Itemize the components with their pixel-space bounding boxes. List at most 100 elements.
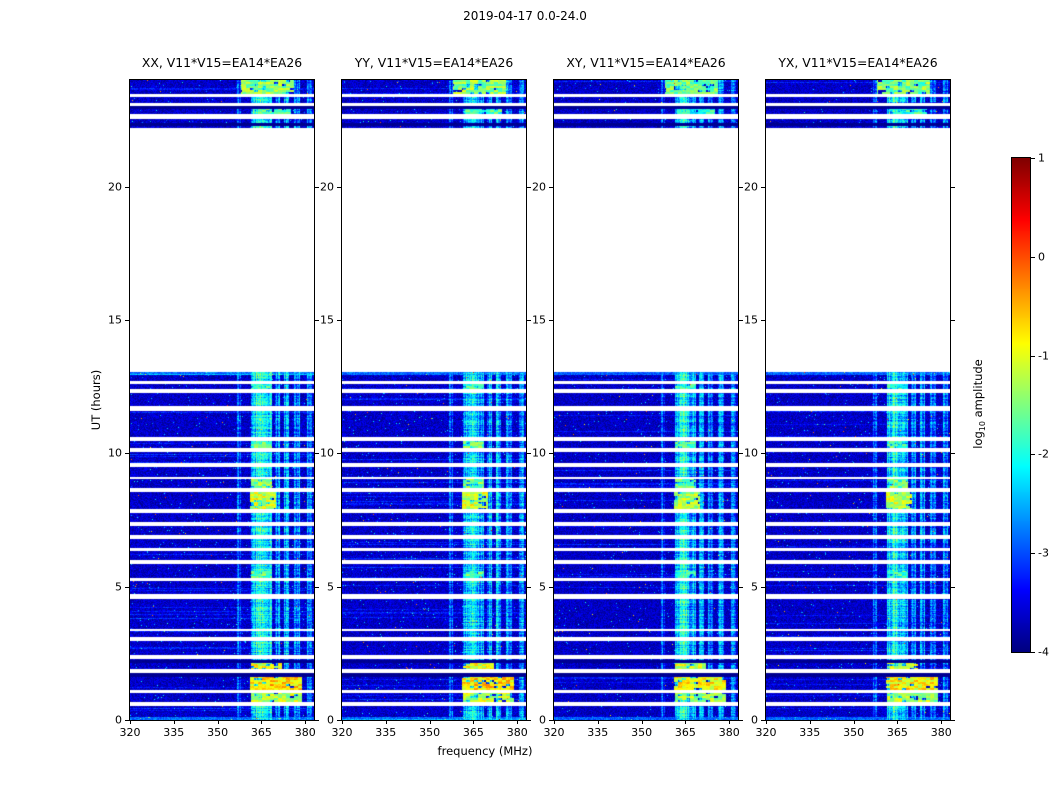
x-tick-label: 320: [119, 726, 141, 739]
x-tick-label: 380: [930, 726, 952, 739]
y-tick-label: 15: [744, 313, 758, 327]
x-tick-label: 320: [755, 726, 777, 739]
y-tick-label: 0: [115, 713, 122, 727]
y-tick: [337, 586, 341, 588]
y-tick: [739, 586, 743, 588]
colorbar-tick: [1031, 158, 1035, 159]
y-tick: [549, 186, 553, 188]
x-tick: [641, 720, 643, 724]
y-tick: [739, 186, 743, 188]
colorbar-tick: [1031, 454, 1035, 456]
y-tick: [549, 320, 553, 321]
y-tick: [125, 720, 129, 721]
x-tick-label: 335: [375, 726, 397, 739]
colorbar-tick-label: 0: [1038, 250, 1045, 264]
y-axis-label: UT (hours): [89, 369, 103, 431]
y-tick: [951, 320, 955, 321]
y-tick: [549, 586, 553, 588]
y-tick: [527, 586, 531, 588]
y-tick: [527, 720, 531, 721]
x-tick: [554, 720, 555, 724]
colorbar-frame: [1011, 157, 1031, 653]
x-tick: [941, 720, 943, 724]
y-tick-label: 15: [108, 313, 122, 327]
y-tick: [337, 453, 341, 455]
y-tick: [761, 320, 765, 321]
y-tick-label: 20: [744, 180, 758, 194]
x-tick: [342, 720, 343, 724]
y-tick: [549, 720, 553, 721]
colorbar-tick: [1031, 652, 1035, 653]
y-tick-label: 10: [108, 446, 122, 460]
y-tick-label: 10: [744, 446, 758, 460]
y-tick: [125, 453, 129, 455]
y-tick-label: 10: [320, 446, 334, 460]
y-tick-label: 15: [320, 313, 334, 327]
x-tick: [853, 720, 855, 724]
x-tick-label: 380: [718, 726, 740, 739]
y-tick: [761, 453, 765, 455]
y-tick: [951, 720, 955, 721]
y-tick-label: 5: [539, 580, 546, 594]
panel-frame: [765, 79, 951, 721]
y-tick: [739, 320, 743, 321]
figure-title: 2019-04-17 0.0-24.0: [463, 9, 587, 23]
y-tick: [527, 453, 531, 455]
x-axis-label: frequency (MHz): [437, 744, 533, 758]
x-tick-label: 365: [462, 726, 484, 739]
colorbar-label: log10 amplitude: [971, 359, 987, 449]
y-tick: [761, 186, 765, 188]
y-tick: [527, 186, 531, 188]
x-tick-label: 320: [543, 726, 565, 739]
x-tick: [597, 720, 599, 724]
panel-frame: [129, 79, 315, 721]
x-tick: [305, 720, 307, 724]
x-tick-label: 350: [843, 726, 865, 739]
y-tick: [125, 320, 129, 321]
y-tick-label: 5: [327, 580, 334, 594]
y-tick: [337, 720, 341, 721]
x-tick-label: 335: [587, 726, 609, 739]
x-tick-label: 380: [506, 726, 528, 739]
spectrogram-panel-yx: [766, 80, 950, 720]
y-tick-label: 15: [532, 313, 546, 327]
x-tick: [729, 720, 731, 724]
panel-title: YY, V11*V15=EA14*EA26: [354, 55, 514, 70]
x-tick: [130, 720, 131, 724]
x-tick-label: 350: [631, 726, 653, 739]
y-tick-label: 5: [751, 580, 758, 594]
panel-title: YX, V11*V15=EA14*EA26: [778, 55, 938, 70]
y-tick: [951, 586, 955, 588]
panel-frame: [341, 79, 527, 721]
colorbar: [1012, 158, 1030, 652]
spectrogram-panel-yy: [342, 80, 526, 720]
y-tick-label: 0: [327, 713, 334, 727]
y-tick-label: 20: [532, 180, 546, 194]
y-tick: [951, 453, 955, 455]
colorbar-label-sub: 10: [978, 421, 988, 432]
x-tick-label: 365: [674, 726, 696, 739]
spectrogram-panel-xx: [130, 80, 314, 720]
x-tick-label: 380: [294, 726, 316, 739]
colorbar-tick-label: -4: [1038, 645, 1049, 659]
x-tick: [766, 720, 767, 724]
panel-title: XY, V11*V15=EA14*EA26: [566, 55, 726, 70]
x-tick-label: 365: [886, 726, 908, 739]
y-tick-label: 5: [115, 580, 122, 594]
y-tick: [125, 186, 129, 188]
y-tick: [337, 320, 341, 321]
x-tick-label: 350: [419, 726, 441, 739]
y-tick-label: 0: [539, 713, 546, 727]
x-tick-label: 335: [799, 726, 821, 739]
y-tick: [761, 586, 765, 588]
x-tick-label: 350: [207, 726, 229, 739]
panel-frame: [553, 79, 739, 721]
y-tick-label: 20: [320, 180, 334, 194]
spectrogram-panel-xy: [554, 80, 738, 720]
y-tick: [315, 586, 319, 588]
x-tick: [429, 720, 431, 724]
colorbar-tick: [1031, 256, 1035, 258]
y-tick-label: 20: [108, 180, 122, 194]
colorbar-tick-label: 1: [1038, 151, 1045, 165]
